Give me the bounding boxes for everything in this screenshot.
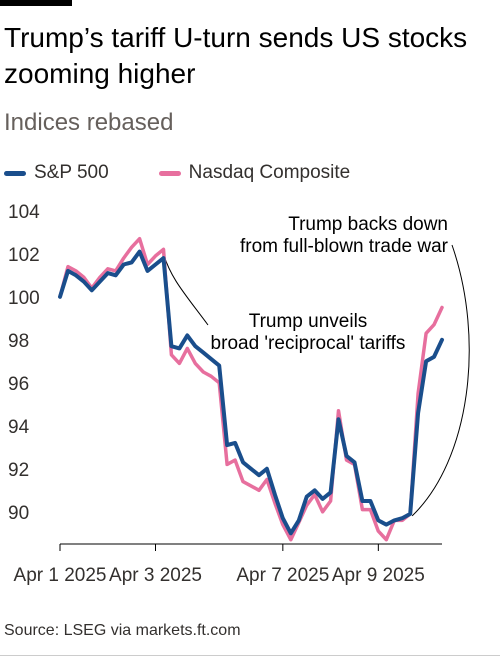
annotation-leader-uturn: [411, 244, 470, 517]
annotation-text-reciprocal: Trump unveils broad 'reciprocal' tariffs: [211, 311, 406, 354]
bottom-divider: [0, 655, 500, 656]
legend-item-sp500: S&P 500: [4, 162, 109, 184]
annotation-line: Trump backs down: [288, 214, 448, 235]
legend-swatch-nasdaq: [158, 170, 181, 176]
y-tick-label: 104: [8, 202, 40, 223]
x-tick-label: Apr 9 2025: [332, 565, 425, 586]
legend-label-nasdaq: Nasdaq Composite: [188, 162, 351, 183]
x-tick-label: Apr 3 2025: [109, 565, 202, 586]
chart-subtitle: Indices rebased: [4, 109, 174, 136]
line-sp500: [58, 249, 444, 536]
y-tick-label: 98: [8, 331, 29, 352]
legend-label-sp500: S&P 500: [34, 162, 109, 183]
legend: S&P 500 Nasdaq Composite: [4, 160, 400, 186]
y-tick-label: 100: [8, 288, 40, 309]
y-tick-label: 102: [8, 245, 40, 266]
annotation-line: broad 'reciprocal' tariffs: [211, 333, 406, 354]
ft-brand-bar: [0, 0, 72, 6]
y-tick-label: 96: [8, 374, 29, 395]
line-nasdaq: [58, 236, 444, 542]
x-tick-label: Apr 7 2025: [236, 565, 329, 586]
chart-title: Trump’s tariff U-turn sends US stocks zo…: [4, 22, 468, 89]
y-tick-label: 92: [8, 460, 29, 481]
legend-item-nasdaq: Nasdaq Composite: [158, 162, 351, 184]
annotation-line: from full-blown trade war: [240, 236, 449, 257]
legend-swatch-sp500: [4, 170, 26, 176]
annotation-text-uturn: Trump backs down from full-blown trade wa…: [240, 214, 449, 257]
line-chart: 90 92 94 96 98 100 102 104 Apr 1 2025 Apr 3 2025 A…: [8, 202, 470, 586]
annotation-line: Trump unveils: [249, 311, 368, 332]
y-tick-label: 94: [8, 417, 30, 438]
source-note: Source: LSEG via markets.ft.com: [4, 622, 241, 639]
y-tick-label: 90: [8, 503, 29, 524]
x-tick-label: Apr 1 2025: [14, 565, 107, 586]
